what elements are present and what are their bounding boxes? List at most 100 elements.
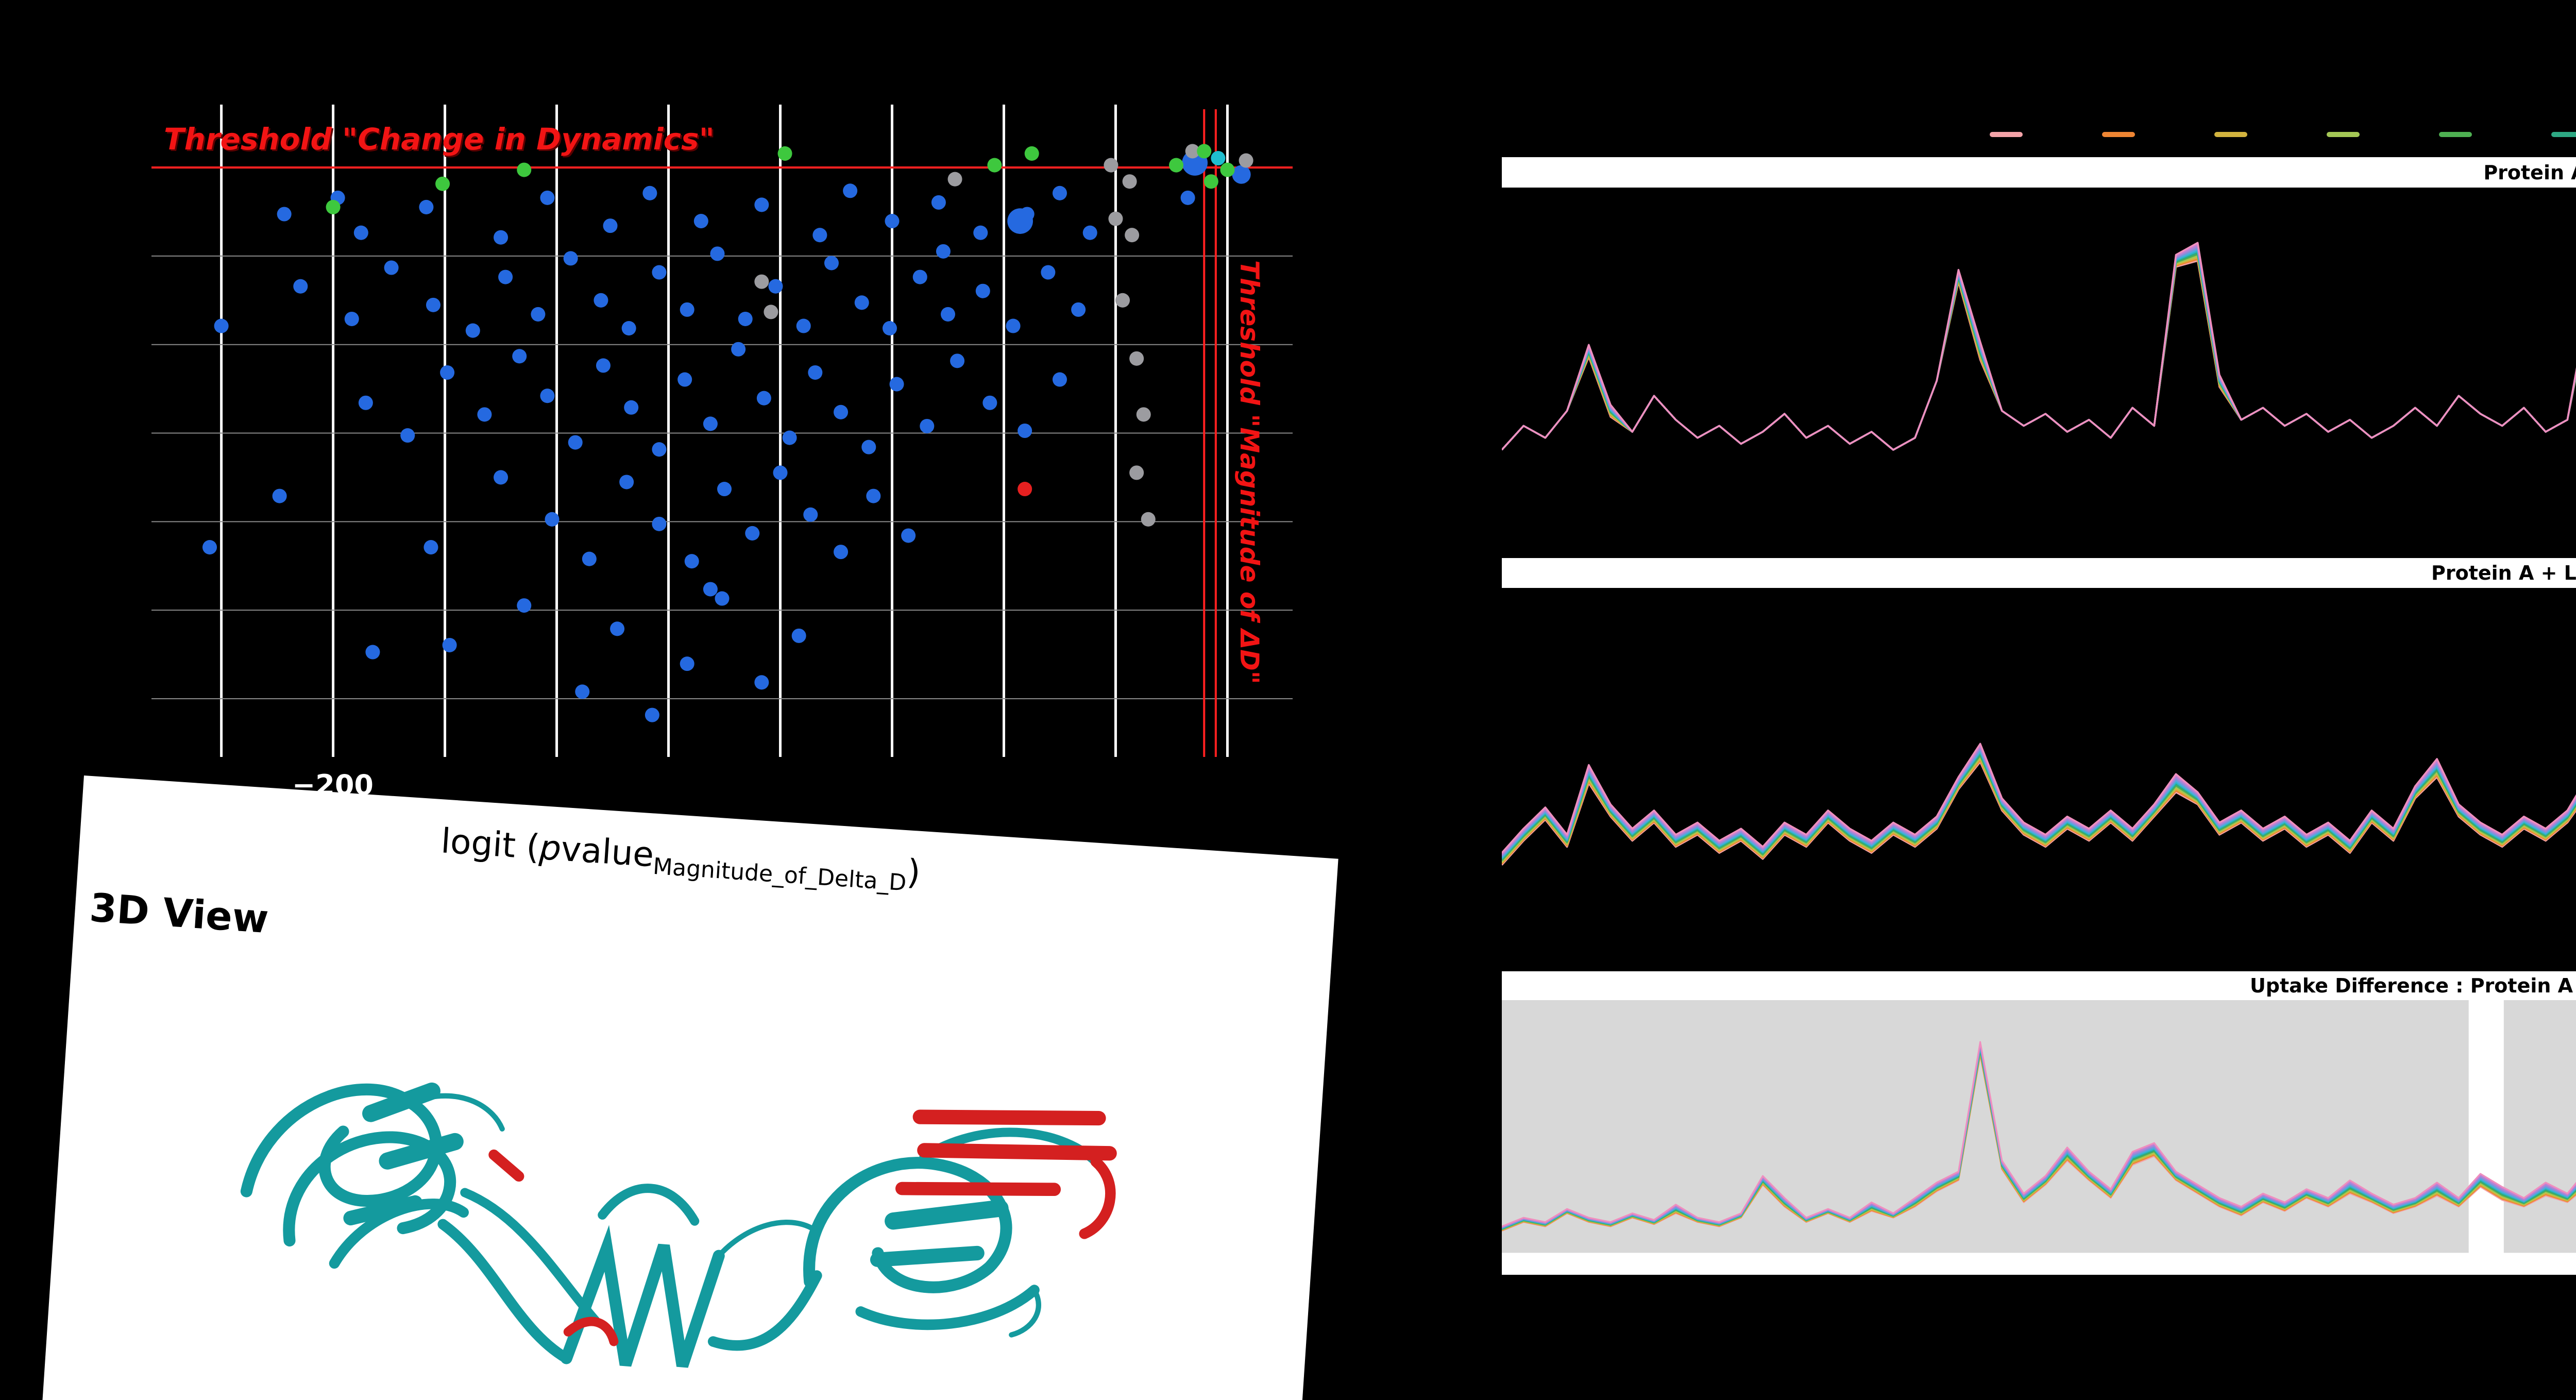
volcano-point-blue[interactable] — [540, 389, 555, 403]
volcano-point-blue[interactable] — [1018, 423, 1032, 438]
volcano-point-blue[interactable] — [384, 260, 399, 275]
protein-a-series-7[interactable] — [1502, 250, 2576, 453]
volcano-plot-canvas[interactable] — [151, 105, 1293, 757]
volcano-point-blue[interactable] — [738, 311, 753, 326]
volcano-point-gray[interactable] — [764, 305, 778, 319]
volcano-point-blue[interactable] — [1006, 318, 1021, 333]
volcano-point-green[interactable] — [1197, 144, 1212, 159]
legend-item-1[interactable] — [1990, 132, 2023, 137]
volcano-point-blue[interactable] — [693, 214, 708, 229]
uptake-difference-canvas[interactable] — [1502, 1000, 2576, 1275]
volcano-point-blue[interactable] — [272, 488, 287, 503]
volcano-point-blue[interactable] — [754, 197, 769, 212]
volcano-point-blue[interactable] — [834, 404, 849, 419]
volcano-point-gray[interactable] — [1239, 153, 1253, 168]
volcano-point-blue[interactable] — [545, 512, 560, 527]
volcano-point-blue[interactable] — [756, 391, 771, 406]
volcano-point-blue[interactable] — [540, 190, 555, 205]
uptake-chart-protein-a[interactable] — [1502, 188, 2576, 541]
volcano-point-green[interactable] — [1220, 162, 1235, 177]
volcano-point-gray[interactable] — [1108, 211, 1123, 226]
volcano-point-blue[interactable] — [677, 372, 692, 387]
volcano-point-blue[interactable] — [645, 707, 659, 722]
volcano-point-blue[interactable] — [652, 265, 667, 280]
volcano-point-blue[interactable] — [652, 442, 667, 457]
volcano-point-blue[interactable] — [277, 207, 292, 222]
volcano-point-blue[interactable] — [610, 621, 625, 636]
volcano-point-blue[interactable] — [575, 684, 590, 699]
legend-item-3[interactable] — [2214, 132, 2247, 137]
volcano-point-blue[interactable] — [680, 302, 694, 317]
volcano-point-blue[interactable] — [824, 256, 839, 271]
volcano-point-blue[interactable] — [1082, 225, 1097, 240]
volcano-point-blue[interactable] — [531, 307, 546, 322]
volcano-point-green[interactable] — [435, 176, 450, 191]
volcano-point-blue[interactable] — [624, 400, 639, 415]
legend-item-6[interactable] — [2551, 132, 2576, 137]
volcano-point-gray[interactable] — [1104, 158, 1118, 173]
volcano-point-blue[interactable] — [426, 297, 440, 312]
protein-a-canvas[interactable] — [1502, 188, 2576, 541]
volcano-point-blue[interactable] — [843, 183, 858, 198]
volcano-point-blue[interactable] — [940, 307, 955, 322]
volcano-point-red[interactable] — [1018, 482, 1032, 497]
volcano-point-gray[interactable] — [1122, 174, 1137, 189]
volcano-point-blue[interactable] — [834, 545, 849, 560]
volcano-point-blue[interactable] — [512, 349, 527, 364]
protein-a-ligand-canvas[interactable] — [1502, 588, 2576, 944]
volcano-point-blue[interactable] — [901, 528, 916, 543]
volcano-point-blue[interactable] — [791, 628, 806, 643]
volcano-point-gray[interactable] — [1129, 351, 1144, 366]
legend-item-4[interactable] — [2327, 132, 2360, 137]
volcano-point-blue[interactable] — [885, 214, 900, 229]
volcano-point-blue[interactable] — [1007, 208, 1033, 234]
volcano-point-blue[interactable] — [494, 230, 509, 245]
volcano-point-blue[interactable] — [882, 321, 897, 336]
protein-a-series-5[interactable] — [1502, 253, 2576, 463]
volcano-point-blue[interactable] — [344, 311, 359, 326]
volcano-point-blue[interactable] — [1041, 265, 1056, 280]
protein-a-series-11[interactable] — [1502, 243, 2576, 451]
volcano-point-blue[interactable] — [684, 554, 699, 569]
volcano-point-blue[interactable] — [498, 269, 513, 284]
volcano-point-blue[interactable] — [889, 377, 904, 392]
volcano-point-blue[interactable] — [1052, 185, 1067, 200]
volcano-point-green[interactable] — [1204, 174, 1218, 189]
protein-3d-structure[interactable] — [164, 969, 1223, 1400]
volcano-point-blue[interactable] — [494, 470, 509, 485]
volcano-point-gray[interactable] — [1115, 293, 1130, 308]
volcano-point-blue[interactable] — [768, 279, 783, 294]
volcano-point-blue[interactable] — [866, 488, 881, 503]
volcano-point-blue[interactable] — [803, 507, 818, 522]
volcano-point-blue[interactable] — [715, 591, 730, 606]
volcano-point-blue[interactable] — [568, 435, 583, 450]
volcano-point-gray[interactable] — [754, 274, 769, 289]
volcano-point-blue[interactable] — [400, 428, 415, 443]
volcano-point-green[interactable] — [777, 146, 792, 161]
volcano-point-gray[interactable] — [1136, 407, 1151, 422]
volcano-point-gray[interactable] — [1185, 144, 1200, 159]
volcano-point-teal[interactable] — [1211, 150, 1226, 166]
volcano-point-green[interactable] — [326, 199, 341, 214]
uptake-difference-series-12[interactable] — [1502, 1041, 2576, 1227]
volcano-point-blue[interactable] — [782, 430, 797, 445]
volcano-point-blue[interactable] — [912, 269, 927, 284]
protein-a-series-4[interactable] — [1502, 255, 2576, 468]
volcano-point-blue[interactable] — [717, 482, 732, 497]
volcano-point-blue[interactable] — [596, 358, 611, 373]
legend-item-5[interactable] — [2439, 132, 2472, 137]
volcano-point-blue[interactable] — [861, 440, 876, 454]
volcano-point-blue[interactable] — [1180, 190, 1195, 205]
volcano-point-blue[interactable] — [652, 516, 667, 531]
volcano-point-blue[interactable] — [703, 416, 718, 431]
volcano-point-blue[interactable] — [563, 251, 578, 266]
volcano-point-blue[interactable] — [642, 185, 657, 200]
volcano-point-blue[interactable] — [931, 195, 946, 210]
protein-a-series-2[interactable] — [1502, 258, 2576, 478]
volcano-point-blue[interactable] — [1052, 372, 1067, 387]
protein-a-series-12[interactable] — [1502, 242, 2576, 451]
protein-a-series-1[interactable] — [1502, 260, 2576, 483]
volcano-point-blue[interactable] — [517, 598, 532, 613]
volcano-point-blue[interactable] — [975, 283, 990, 298]
volcano-point-blue[interactable] — [680, 656, 694, 671]
